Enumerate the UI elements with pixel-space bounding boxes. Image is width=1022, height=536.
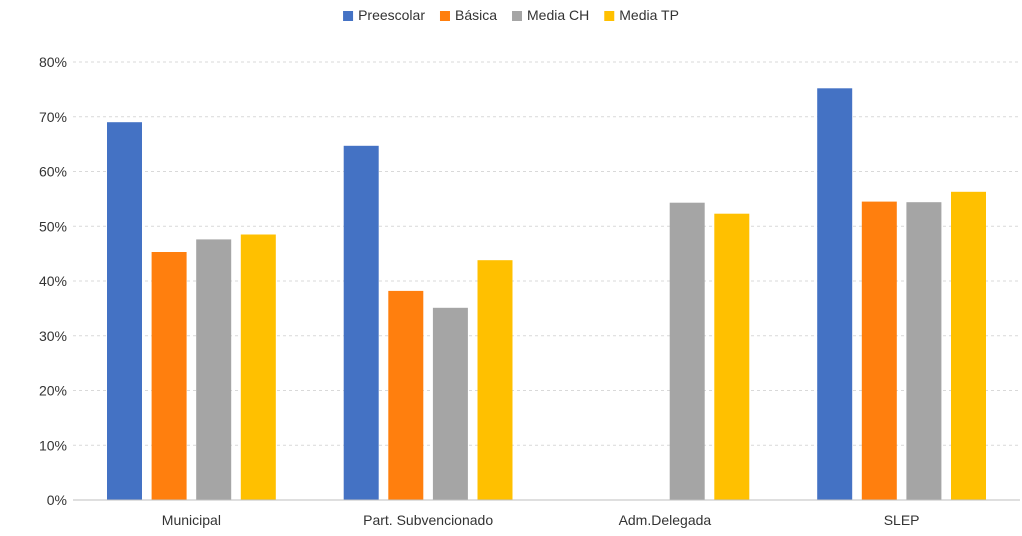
x-category-label: Part. Subvencionado [363,512,493,528]
legend-item-media-tp: Media TP [604,7,679,23]
bar-preescolar-1 [343,145,379,501]
bar-media-ch-3 [906,202,942,500]
bar-preescolar-0 [107,122,142,500]
bar-media-tp-2 [714,213,750,500]
legend-swatch [604,11,615,21]
legend-label: Media CH [527,7,589,23]
bar-media-tp-3 [951,191,986,501]
y-tick-label: 80% [39,54,67,70]
y-tick-label: 50% [39,218,67,234]
x-category-label: Adm.Delegada [619,512,712,528]
y-tick-label: 70% [39,109,67,125]
y-tick-label: 40% [39,273,67,289]
legend-item-b-sica: Básica [439,7,497,23]
legend-swatch [512,11,523,21]
y-tick-label: 20% [39,383,67,399]
x-category-label: SLEP [884,512,920,528]
legend-swatch [343,11,354,21]
legend-label: Media TP [619,7,679,23]
bar-preescolar-3 [817,88,853,501]
y-tick-label: 60% [39,164,67,180]
bar-media-ch-2 [669,202,705,500]
y-tick-label: 0% [47,492,67,508]
legend: Preescolar Básica Media CH Media TP [343,7,679,23]
legend-item-media-ch: Media CH [512,7,589,23]
bar-media-ch-0 [196,239,232,500]
bars [107,88,986,501]
legend-label: Preescolar [358,7,425,23]
legend-label: Básica [455,7,497,23]
bar-media-tp-0 [240,234,276,500]
y-tick-label: 30% [39,328,67,344]
y-tick-label: 10% [39,437,67,453]
bar-b-sica-0 [151,252,187,500]
x-axis: Municipal Part. Subvencionado Adm.Delegada… [73,499,1020,528]
bar-media-ch-1 [432,307,468,500]
bar-b-sica-1 [388,290,424,500]
legend-swatch [439,11,450,21]
bar-b-sica-3 [861,201,897,500]
x-category-label: Municipal [162,512,221,528]
y-axis: 0% 10% 20% 30% 40% 50% 60% 70% 80% [39,54,67,508]
bar-media-tp-1 [477,260,513,500]
legend-item-preescolar: Preescolar [343,7,425,23]
